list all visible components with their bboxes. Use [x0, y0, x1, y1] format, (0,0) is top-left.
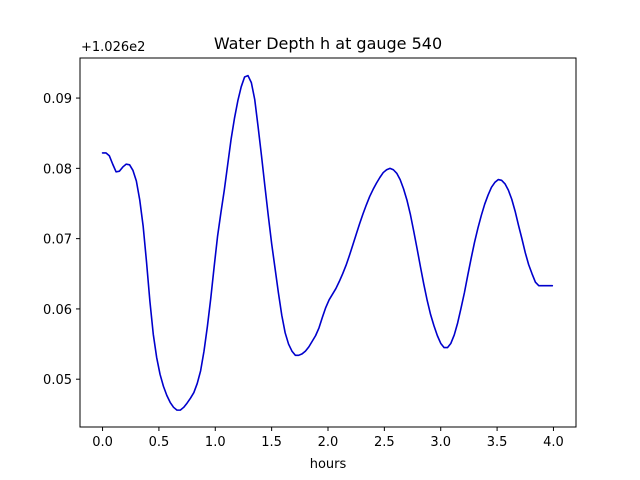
x-tick-label: 3.0 [430, 435, 451, 450]
x-tick-label: 0.0 [92, 435, 113, 450]
y-tick-label: 0.09 [43, 92, 72, 107]
y-tick-label: 0.06 [43, 303, 72, 318]
x-tick-label: 1.0 [205, 435, 226, 450]
chart-title: Water Depth h at gauge 540 [214, 34, 442, 53]
y-tick-label: 0.05 [43, 373, 72, 388]
y-tick-label: 0.08 [43, 162, 72, 177]
x-tick-label: 2.0 [318, 435, 339, 450]
x-tick-label: 4.0 [543, 435, 564, 450]
x-axis-label: hours [310, 457, 347, 472]
series-line [101, 74, 554, 411]
y-axis: 0.05 0.06 0.07 0.08 0.09 [43, 92, 80, 388]
x-tick-label: 2.5 [374, 435, 395, 450]
x-tick-label: 1.5 [261, 435, 282, 450]
x-axis: 0.0 0.5 1.0 1.5 2.0 2.5 3.0 3.5 4.0 [92, 427, 564, 450]
y-tick-label: 0.07 [43, 233, 72, 248]
x-tick-label: 0.5 [149, 435, 170, 450]
y-axis-offset-label: +1.026e2 [81, 40, 145, 55]
series-layer [101, 74, 554, 411]
x-tick-label: 3.5 [487, 435, 508, 450]
